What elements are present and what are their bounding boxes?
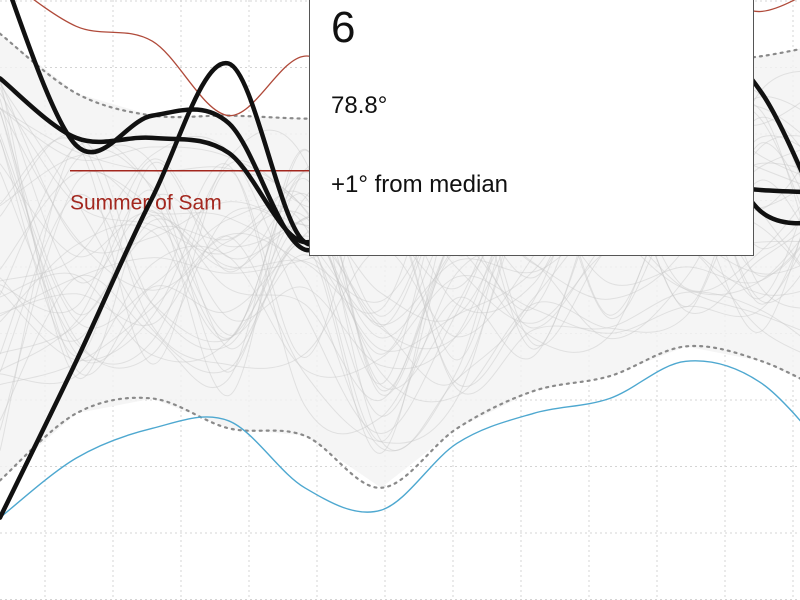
- background-year-line: [0, 143, 800, 363]
- background-year-line: [0, 245, 800, 385]
- background-year-line: [0, 83, 800, 454]
- tooltip-temperature: 78.8°: [331, 92, 388, 119]
- background-year-line: [0, 135, 800, 397]
- tooltip-day: 6: [331, 3, 356, 52]
- tooltip: 6 78.8° +1° from median: [309, 0, 754, 256]
- record-low-line: [0, 360, 800, 519]
- annotation-label: Summer of Sam: [70, 192, 222, 215]
- tooltip-difference: +1° from median: [331, 171, 509, 198]
- lower-percentile-line: [0, 344, 800, 489]
- background-year-line: [0, 139, 800, 369]
- background-year-line: [0, 126, 800, 444]
